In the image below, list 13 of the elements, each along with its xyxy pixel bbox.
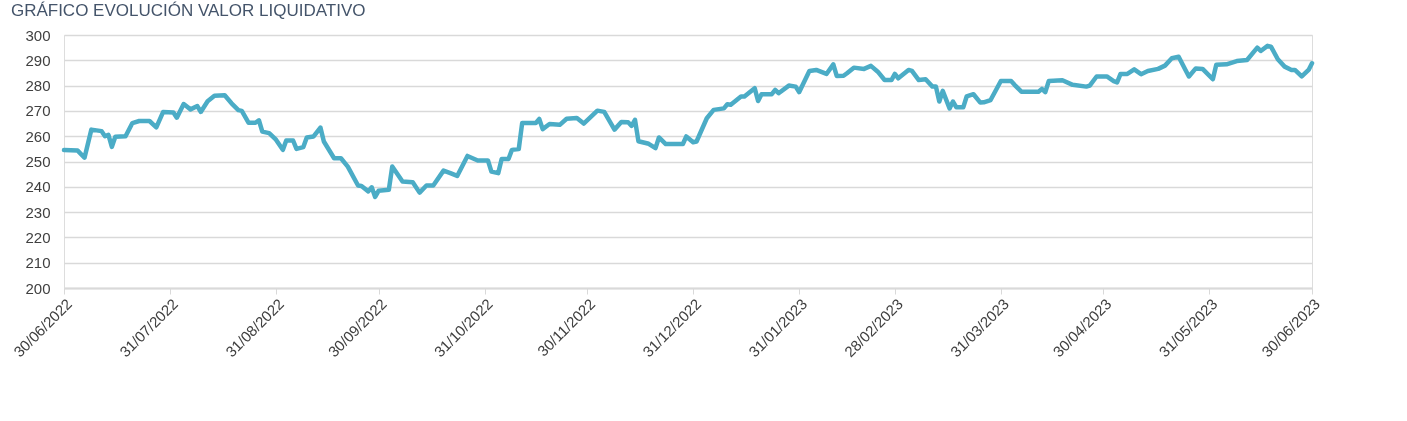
y-tick-label: 210 — [25, 254, 51, 272]
line-series — [61, 43, 1315, 200]
y-tick-label: 220 — [25, 228, 51, 246]
y-tick-label: 270 — [25, 102, 51, 120]
y-tick-label: 300 — [25, 26, 51, 44]
y-tick-label: 280 — [25, 77, 51, 95]
y-tick-label: 290 — [25, 51, 51, 69]
y-tick-label: 240 — [25, 178, 51, 196]
y-tick-label: 250 — [25, 153, 51, 170]
y-tick-label: 200 — [25, 279, 51, 297]
chart-title: GRÁFICO EVOLUCIÓN VALOR LIQUIDATIVO — [10, 1, 366, 20]
y-tick-label: 230 — [25, 203, 51, 221]
y-tick-label: 260 — [25, 127, 51, 145]
